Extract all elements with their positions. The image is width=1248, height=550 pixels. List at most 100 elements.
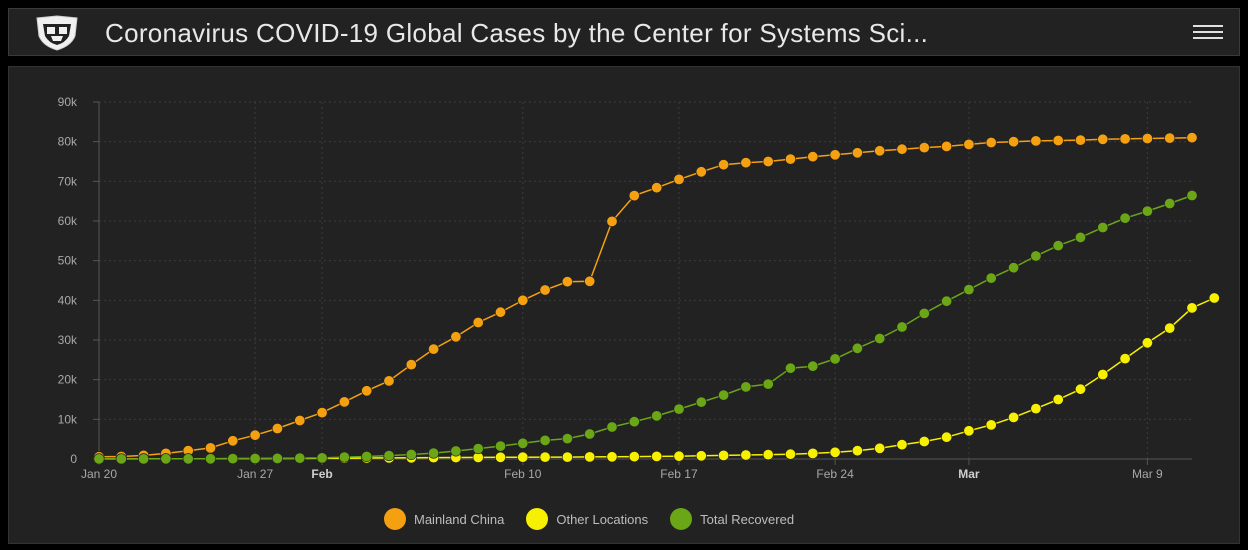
x-tick-label: Feb 17 <box>660 467 698 481</box>
data-point-other-locations <box>784 448 796 460</box>
data-point-other-locations <box>896 439 908 451</box>
data-point-total-recovered <box>1141 205 1153 217</box>
data-point-other-locations <box>1164 322 1176 334</box>
data-point-other-locations <box>874 442 886 454</box>
data-point-mainland-china <box>673 173 685 185</box>
data-point-total-recovered <box>405 448 417 460</box>
y-tick-label: 60k <box>58 214 78 228</box>
data-point-total-recovered <box>695 396 707 408</box>
legend-dot-other-locations <box>526 508 549 530</box>
y-tick-label: 90k <box>58 95 78 109</box>
data-point-total-recovered <box>450 445 462 457</box>
data-point-total-recovered <box>918 307 930 319</box>
data-point-other-locations <box>740 449 752 461</box>
data-point-total-recovered <box>651 410 663 422</box>
university-shield-icon <box>36 15 78 51</box>
data-point-total-recovered <box>606 421 618 433</box>
legend-label: Mainland China <box>414 511 505 527</box>
y-tick-label: 0 <box>70 452 77 466</box>
data-point-other-locations <box>584 451 596 463</box>
y-tick-label: 50k <box>58 254 78 268</box>
y-tick-label: 10k <box>58 412 78 426</box>
data-point-total-recovered <box>1052 240 1064 252</box>
data-point-mainland-china <box>1119 133 1131 145</box>
app-header: Coronavirus COVID-19 Global Cases by the… <box>8 8 1240 56</box>
data-point-total-recovered <box>718 389 730 401</box>
data-point-other-locations <box>1030 403 1042 415</box>
data-point-mainland-china <box>517 294 529 306</box>
data-point-other-locations <box>851 445 863 457</box>
data-point-total-recovered <box>829 353 841 365</box>
data-point-total-recovered <box>294 452 306 464</box>
grid <box>98 101 1192 459</box>
data-point-mainland-china <box>762 156 774 168</box>
legend-dot-total-recovered <box>670 508 693 530</box>
data-point-total-recovered <box>1030 250 1042 262</box>
y-tick-label: 30k <box>58 333 78 347</box>
legend-item-mainland-china[interactable]: Mainland China <box>384 508 504 530</box>
data-point-other-locations <box>1052 393 1064 405</box>
data-point-mainland-china <box>1075 134 1087 146</box>
data-point-mainland-china <box>896 143 908 155</box>
data-point-total-recovered <box>673 403 685 415</box>
data-point-mainland-china <box>740 157 752 169</box>
data-point-other-locations <box>1075 383 1087 395</box>
data-point-mainland-china <box>539 284 551 296</box>
series-line-mainland-china <box>98 136 1193 458</box>
series-line-other-locations <box>99 297 1215 460</box>
data-point-mainland-china <box>561 276 573 288</box>
legend-label: Other Locations <box>556 511 649 527</box>
data-point-mainland-china <box>918 142 930 154</box>
x-tick-label: Jan 20 <box>81 467 117 481</box>
data-point-other-locations <box>918 435 930 447</box>
data-point-total-recovered <box>517 437 529 449</box>
series-line-total-recovered <box>99 194 1193 460</box>
data-point-total-recovered <box>472 443 484 455</box>
data-point-total-recovered <box>316 452 328 464</box>
data-point-other-locations <box>651 450 663 462</box>
data-point-other-locations <box>1208 292 1220 304</box>
data-point-mainland-china <box>584 275 596 287</box>
data-point-total-recovered <box>1008 262 1020 274</box>
data-point-other-locations <box>718 449 730 461</box>
data-point-total-recovered <box>494 440 506 452</box>
data-point-total-recovered <box>584 428 596 440</box>
data-point-other-locations <box>985 419 997 431</box>
data-point-mainland-china <box>985 137 997 149</box>
data-point-total-recovered <box>338 451 350 463</box>
y-tick-label: 70k <box>58 174 78 188</box>
data-point-other-locations <box>1119 353 1131 365</box>
data-point-other-locations <box>762 449 774 461</box>
chart-panel: 0 10k 20k 30k 40k 50k 60k 70k 80k 90k Jan 20 Jan 27… <box>8 66 1240 544</box>
legend-item-other-locations[interactable]: Other Locations <box>526 508 648 530</box>
data-point-other-locations <box>829 446 841 458</box>
hamburger-menu-icon[interactable] <box>1193 21 1223 45</box>
data-point-mainland-china <box>807 151 819 163</box>
data-point-total-recovered <box>740 381 752 393</box>
data-point-mainland-china <box>405 359 417 371</box>
data-point-total-recovered <box>182 453 194 465</box>
legend-item-total-recovered[interactable]: Total Recovered <box>670 508 794 530</box>
x-tick-label: Feb 24 <box>816 467 854 481</box>
data-point-mainland-china <box>874 145 886 157</box>
y-tick-label: 80k <box>58 135 78 149</box>
data-point-total-recovered <box>628 416 640 428</box>
data-point-mainland-china <box>695 166 707 178</box>
data-point-mainland-china <box>383 375 395 387</box>
data-point-total-recovered <box>93 453 105 465</box>
data-point-total-recovered <box>115 453 127 465</box>
data-point-total-recovered <box>1119 212 1131 224</box>
data-point-mainland-china <box>718 159 730 171</box>
data-point-mainland-china <box>1186 132 1198 144</box>
data-point-total-recovered <box>539 434 551 446</box>
data-point-mainland-china <box>1097 133 1109 145</box>
data-point-mainland-china <box>1008 136 1020 148</box>
data-point-mainland-china <box>1141 133 1153 145</box>
page-title: Coronavirus COVID-19 Global Cases by the… <box>105 18 929 48</box>
data-point-mainland-china <box>628 190 640 202</box>
data-point-total-recovered <box>896 321 908 333</box>
data-point-total-recovered <box>249 452 261 464</box>
data-point-mainland-china <box>494 306 506 318</box>
y-tick-label: 40k <box>58 293 78 307</box>
data-point-mainland-china <box>271 422 283 434</box>
